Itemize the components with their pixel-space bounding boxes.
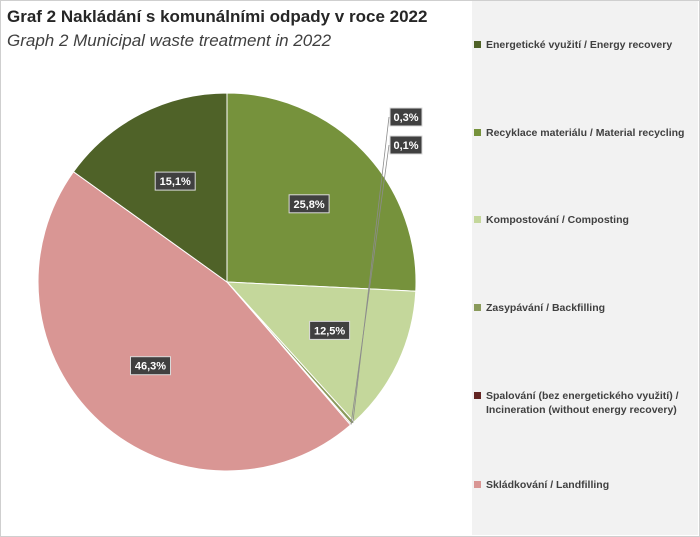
data-label-kompostovani: 12,5%	[314, 325, 345, 337]
legend-panel	[472, 1, 698, 535]
data-label-box	[154, 171, 196, 191]
legend-label: Kompostování / Composting	[486, 214, 629, 226]
legend-label: Skládkování / Landfilling	[486, 479, 610, 491]
legend-label: Zasypávání / Backfilling	[486, 302, 606, 314]
data-label-box	[309, 320, 351, 340]
data-label-box	[288, 194, 330, 214]
leader-line	[350, 144, 390, 425]
legend-swatch	[474, 216, 481, 223]
legend-item-kompostovani: Kompostování / Composting	[474, 213, 696, 227]
data-label-skladkovani: 46,3%	[135, 361, 166, 373]
data-label-recyklace-materialu: 25,8%	[293, 199, 324, 211]
pie-slice-energeticke-vyuziti	[72, 92, 228, 283]
legend-item-spalovani-bez-energetickeho-vyuziti: Spalování (bez energetického využití) / …	[474, 389, 696, 417]
legend-label: Energetické využití / Energy recovery	[486, 39, 673, 51]
legend-label: Recyklace materiálu / Material recycling	[486, 127, 685, 139]
legend-swatch	[474, 41, 481, 48]
legend-item-skladkovani: Skládkování / Landfilling	[474, 478, 696, 492]
legend-swatch	[474, 129, 481, 136]
data-label-box	[389, 107, 423, 127]
legend-swatch	[474, 392, 481, 399]
data-label-box	[389, 135, 423, 155]
legend-item-zasypavani: Zasypávání / Backfilling	[474, 301, 696, 315]
legend-swatch	[474, 481, 481, 488]
data-label-box	[130, 356, 171, 376]
chart-subtitle: Graph 2 Municipal waste treatment in 202…	[7, 31, 332, 50]
pie-slice-recyklace-materialu	[226, 92, 417, 292]
legend-item-energeticke-vyuziti: Energetické využití / Energy recovery	[474, 38, 696, 52]
leader-line	[352, 116, 390, 424]
legend-swatch	[474, 304, 481, 311]
data-label-spalovani-bez-energetickeho-vyuziti: 0,1%	[393, 140, 418, 152]
data-label-zasypavani: 0,3%	[393, 112, 418, 124]
data-label-energeticke-vyuziti: 15,1%	[160, 176, 191, 188]
pie-slice-skladkovani	[37, 171, 352, 472]
pie-slice-kompostovani	[225, 281, 417, 423]
chart-title: Graf 2 Nakládání s komunálními odpady v …	[7, 7, 428, 26]
legend-item-recyklace-materialu: Recyklace materiálu / Material recycling	[474, 126, 696, 140]
legend-label: Spalování (bez energetického využití) / …	[486, 390, 679, 416]
